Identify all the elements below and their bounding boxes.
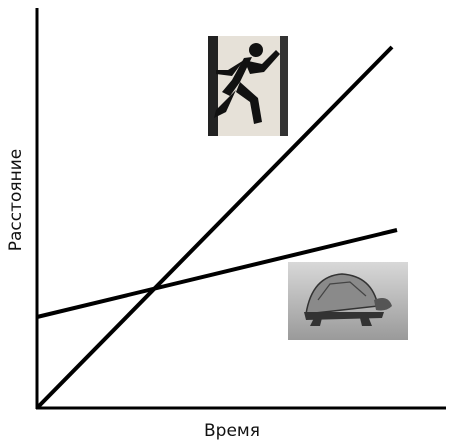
diagram: Время Расстояние [0,0,451,440]
y-axis-label: Расстояние [6,149,26,252]
page: {"axes": {"x_label": "Время", "y_label":… [0,0,451,440]
runner-image [208,36,288,136]
tortoise-image [288,262,408,340]
x-axis-label: Время [204,421,260,440]
